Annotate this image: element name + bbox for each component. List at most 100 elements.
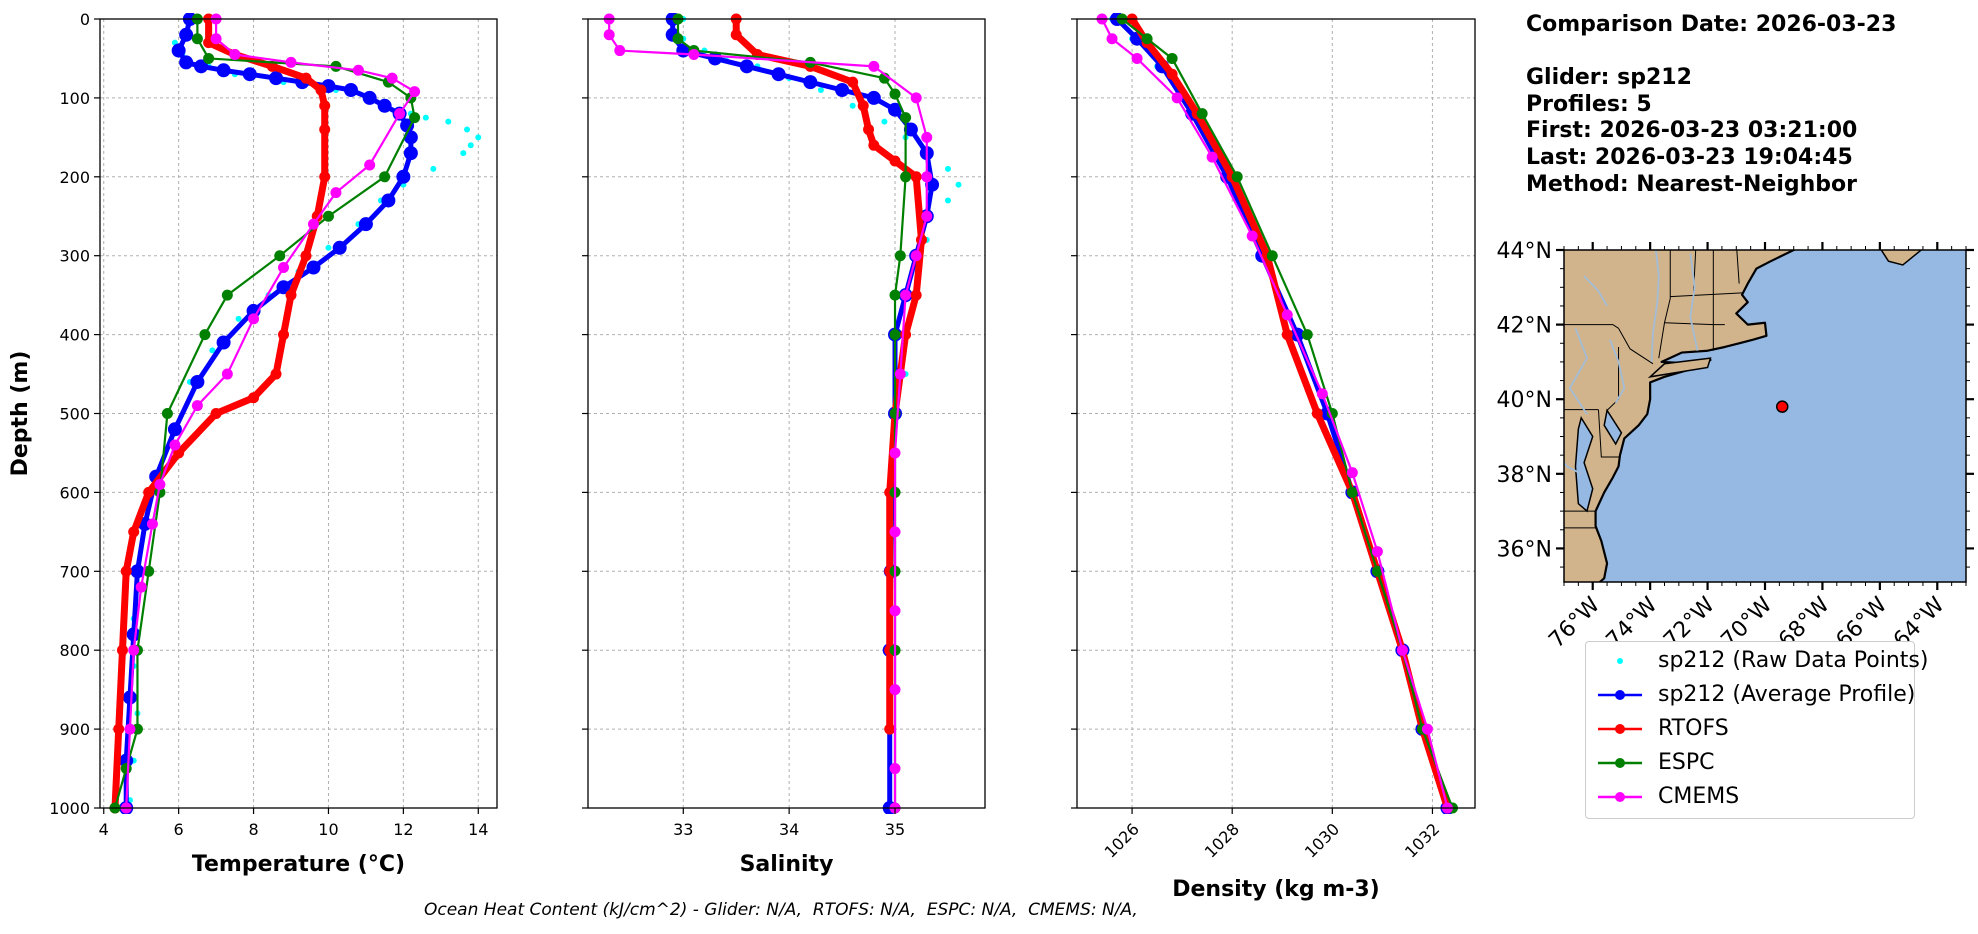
marker-sp212-average-profile xyxy=(242,67,257,82)
y-axis-label: Depth (m) xyxy=(8,351,33,477)
marker-sp212-average-profile xyxy=(216,63,231,78)
marker-rtofs xyxy=(910,289,922,301)
marker-rtofs xyxy=(1311,408,1323,419)
long-island xyxy=(1647,357,1712,378)
marker-cmems xyxy=(1421,723,1433,735)
marker-rtofs xyxy=(120,565,132,577)
marker-rtofs xyxy=(868,139,880,151)
raw-data-point xyxy=(817,87,824,94)
raw-data-point xyxy=(467,142,474,149)
marker-espc xyxy=(889,289,901,301)
marker-sp212-average-profile xyxy=(396,169,411,184)
marker-cmems xyxy=(1371,546,1383,558)
legend-label: CMEMS xyxy=(1658,784,1740,809)
x-tick-label: 10 xyxy=(318,820,338,839)
legend-label: sp212 (Average Profile) xyxy=(1658,682,1916,707)
raw-data-point xyxy=(325,244,332,251)
marker-cmems xyxy=(1316,388,1328,400)
y-tick-label: 100 xyxy=(59,89,90,108)
marker-cmems xyxy=(169,439,181,451)
marker-cmems xyxy=(146,518,158,530)
marker-cmems xyxy=(1246,230,1258,242)
y-tick-label: 200 xyxy=(59,168,90,187)
river xyxy=(1609,339,1626,404)
state-border xyxy=(1670,292,1743,298)
comparison-info: Comparison Date: 2026-03-23 Glider: sp21… xyxy=(1526,12,1896,198)
marker-cmems xyxy=(210,33,222,45)
raw-data-point xyxy=(464,126,471,133)
lat-label: 36°N xyxy=(1497,537,1552,562)
marker-sp212-average-profile xyxy=(269,71,284,86)
river xyxy=(1564,461,1582,475)
state-border xyxy=(1664,322,1725,326)
glider-name: Glider: sp212 xyxy=(1526,65,1692,91)
marker-cmems xyxy=(124,723,136,735)
series-line-cmems xyxy=(125,19,416,809)
raw-data-point xyxy=(944,165,951,172)
x-tick-label: 1030 xyxy=(1301,819,1343,861)
marker-rtofs xyxy=(128,526,140,538)
marker-sp212-average-profile xyxy=(171,43,186,58)
marker-cmems xyxy=(910,92,922,104)
marker-espc xyxy=(889,329,901,341)
marker-cmems xyxy=(921,210,933,222)
marker-cmems xyxy=(1206,151,1218,163)
y-tick-label: 400 xyxy=(59,326,90,345)
marker-rtofs xyxy=(278,329,290,341)
y-tick-label: 0 xyxy=(80,10,90,29)
legend-swatch xyxy=(1598,724,1642,734)
marker-espc xyxy=(274,250,286,262)
x-tick-label: 4 xyxy=(99,820,109,839)
marker-espc xyxy=(203,52,215,64)
marker-cmems xyxy=(191,400,203,412)
marker-rtofs xyxy=(300,72,312,84)
marker-sp212-average-profile xyxy=(739,59,754,74)
panel-1: 4 6 8 10 12 14 0 100 200 300 400 500 600 700 800 900 100… xyxy=(8,10,498,877)
marker-espc xyxy=(1301,329,1313,341)
info-spacer xyxy=(1526,39,1896,66)
marker-espc xyxy=(1231,171,1243,183)
marker-espc xyxy=(191,33,203,45)
marker-cmems xyxy=(128,644,140,656)
marker-espc xyxy=(221,289,233,301)
marker-espc xyxy=(1266,250,1278,262)
marker-sp212-average-profile xyxy=(343,83,358,98)
x-tick-label: 1032 xyxy=(1401,819,1443,861)
marker-sp212-average-profile xyxy=(358,217,373,232)
method: Method: Nearest-Neighbor xyxy=(1526,171,1857,197)
marker-cmems xyxy=(889,526,901,538)
marker-cmems xyxy=(307,218,319,230)
lat-label: 40°N xyxy=(1497,388,1552,413)
marker-cmems xyxy=(894,368,906,380)
marker-cmems xyxy=(364,159,376,171)
marker-espc xyxy=(894,250,906,262)
marker-cmems xyxy=(1346,467,1358,479)
legend-label: RTOFS xyxy=(1658,716,1729,741)
marker-sp212-average-profile xyxy=(167,422,182,437)
raw-data-point xyxy=(422,114,429,121)
state-border xyxy=(1658,250,1671,359)
series-line-cmems xyxy=(608,19,928,808)
marker-cmems xyxy=(285,56,297,68)
marker-cmems xyxy=(1106,33,1118,45)
marker-rtofs xyxy=(857,100,869,112)
marker-cmems xyxy=(278,262,290,274)
marker-rtofs xyxy=(210,408,222,419)
x-tick-label: 8 xyxy=(248,820,258,839)
river xyxy=(1650,250,1660,362)
marker-cmems xyxy=(248,313,260,325)
marker-rtofs xyxy=(285,289,297,301)
marker-espc xyxy=(672,33,684,45)
marker-sp212-average-profile xyxy=(179,55,194,70)
marker-cmems xyxy=(688,49,700,61)
marker-cmems xyxy=(614,45,626,57)
legend-item: sp212 (Average Profile) xyxy=(1586,680,1916,710)
marker-cmems xyxy=(1171,92,1183,104)
marker-sp212-average-profile xyxy=(190,374,205,389)
raw-data-point xyxy=(445,118,452,125)
marker-rtofs xyxy=(889,155,901,167)
legend-item: ESPC xyxy=(1586,748,1914,778)
panel-3: 1026 1028 1030 1032 Density (kg m-3) xyxy=(1071,13,1476,902)
lat-label: 38°N xyxy=(1497,463,1552,488)
marker-sp212-average-profile xyxy=(888,102,903,117)
